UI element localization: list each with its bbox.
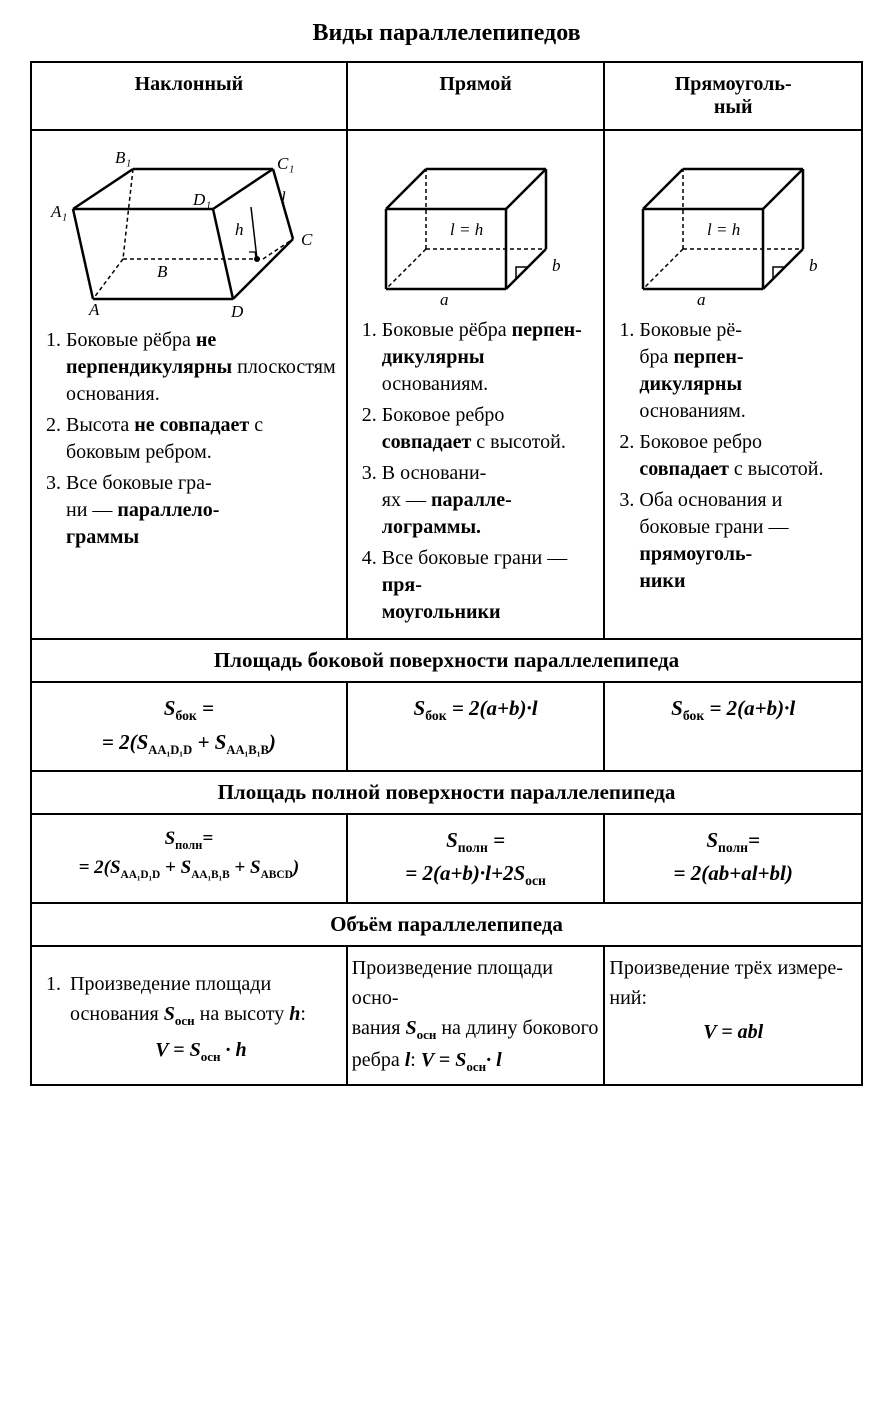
label-b: b: [552, 256, 561, 275]
label-A1: A₁: [50, 202, 67, 221]
oblique-prop-3: Все боковые гра- ни — параллело- граммы: [66, 470, 336, 551]
right-prop-2: Боковое ребро совпадает с высотой.: [382, 402, 594, 456]
lat-formula-right: Sбок = 2(a+b)·l: [347, 682, 605, 771]
oblique-diagram: A B C D A₁ B₁ C₁ D₁ h l: [42, 139, 336, 319]
right-prop-1: Боковые рёбра перпен- дикулярны основани…: [382, 317, 594, 398]
vol-rect: Произведение трёх измере- ний: V = abl: [604, 946, 862, 1085]
oblique-prop-2: Высота не совпадает с боковым ребром.: [66, 412, 336, 466]
right-prop-3: В основани- ях — паралле- лограммы.: [382, 460, 594, 541]
label-B1: B₁: [115, 148, 131, 167]
rect-prop-2: Боковое ребро совпадает с высотой.: [639, 429, 851, 483]
section-lateral: Площадь боковой поверхности параллелепип…: [31, 639, 862, 682]
label-a: a: [440, 290, 449, 309]
oblique-prop-1: Боковые рёбра не перпендикулярны плоскос…: [66, 327, 336, 408]
right-props: Боковые рёбра перпен- дикулярны основани…: [358, 317, 594, 626]
lat-formula-rect: Sбок = 2(a+b)·l: [604, 682, 862, 771]
label-A: A: [88, 300, 100, 319]
full-formula-right: Sполн = = 2(a+b)·l+2Sосн: [347, 814, 605, 903]
cell-right: a b l = h Боковые рёбра перпен- дикулярн…: [347, 130, 605, 639]
volume-row: Произведение площади основания Sосн на в…: [31, 946, 862, 1085]
full-formulas-row: Sполн= = 2(SAA₁D₁D + SAA₁B₁B + SABCD) Sп…: [31, 814, 862, 903]
body-row: A B C D A₁ B₁ C₁ D₁ h l Боковые рёбра не…: [31, 130, 862, 639]
right-diagram: a b l = h: [358, 139, 594, 309]
rect-prop-3: Оба основания и боковые грани — прямоуго…: [639, 487, 851, 595]
rect-diagram: a b l = h: [615, 139, 851, 309]
right-prop-4: Все боковые грани — пря- моугольники: [382, 545, 594, 626]
section-volume: Объём параллелепипеда: [31, 903, 862, 946]
lateral-formulas-row: Sбок = = 2(SAA₁D₁D + SAA₁B₁B) Sбок = 2(a…: [31, 682, 862, 771]
vol-oblique: Произведение площади основания Sосн на в…: [31, 946, 347, 1085]
full-formula-rect: Sполн= = 2(ab+al+bl): [604, 814, 862, 903]
cell-oblique: A B C D A₁ B₁ C₁ D₁ h l Боковые рёбра не…: [31, 130, 347, 639]
section-full: Площадь полной поверхности параллелепипе…: [31, 771, 862, 814]
label-a: a: [697, 290, 706, 309]
oblique-props: Боковые рёбра не перпендикулярны плоскос…: [42, 327, 336, 551]
label-lh: l = h: [707, 220, 740, 239]
rect-prop-1: Боковые рё- бра перпен- дикулярны основа…: [639, 317, 851, 425]
label-h: h: [235, 220, 244, 239]
rect-props: Боковые рё- бра перпен- дикулярны основа…: [615, 317, 851, 595]
label-D1: D₁: [192, 190, 211, 209]
lat-formula-oblique: Sбок = = 2(SAA₁D₁D + SAA₁B₁B): [31, 682, 347, 771]
header-rect: Прямоуголь- ный: [604, 62, 862, 130]
header-row: Наклонный Прямой Прямоуголь- ный: [31, 62, 862, 130]
parallelepiped-table: Наклонный Прямой Прямоуголь- ный: [30, 61, 863, 1086]
header-right: Прямой: [347, 62, 605, 130]
vol-right: Произведение площади осно- вания Sосн на…: [347, 946, 605, 1085]
cell-rect: a b l = h Боковые рё- бра перпен- дикуля…: [604, 130, 862, 639]
label-C: C: [301, 230, 313, 249]
label-lh: l = h: [450, 220, 483, 239]
vol-oblique-text: Произведение площади основания Sосн на в…: [66, 963, 336, 1072]
full-formula-oblique: Sполн= = 2(SAA₁D₁D + SAA₁B₁B + SABCD): [31, 814, 347, 903]
label-l: l: [281, 188, 286, 207]
header-oblique: Наклонный: [31, 62, 347, 130]
label-C1: C₁: [277, 154, 294, 173]
label-B: B: [157, 262, 168, 281]
label-b: b: [809, 256, 818, 275]
label-D: D: [230, 302, 244, 319]
page-title: Виды параллелепипедов: [30, 20, 863, 47]
